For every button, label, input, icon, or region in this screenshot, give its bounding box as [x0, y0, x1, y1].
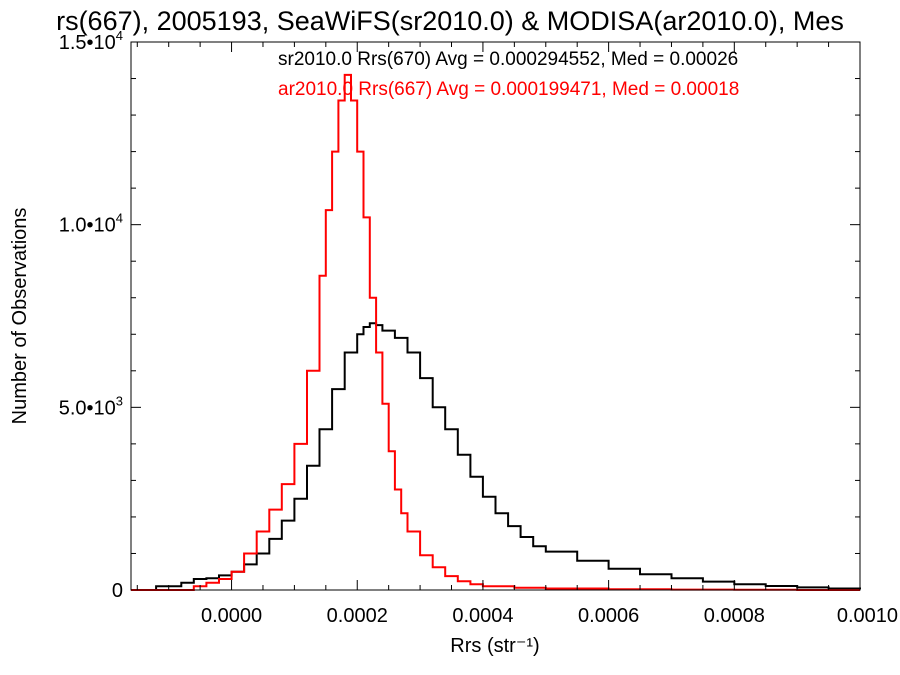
plot-frame	[130, 41, 861, 591]
chart-title: rs(667), 2005193, SeaWiFS(sr2010.0) & MO…	[56, 6, 844, 36]
x-tick-label: 0.0004	[452, 605, 513, 627]
y-tick-label: 5.0•103	[59, 393, 123, 419]
y-axis-ticks: 0 5.0•103 1.0•104 1.5•104	[59, 28, 860, 602]
x-axis-ticks: 0.0000 0.0002 0.0004 0.0006 0.0008 0.0010	[136, 42, 898, 627]
series-line-sr2010	[131, 322, 861, 591]
series-annotation-sr2010: sr2010.0 Rrs(670) Avg = 0.000294552, Med…	[278, 49, 738, 70]
x-tick-label: 0.0010	[837, 605, 898, 627]
x-tick-label: 0.0000	[201, 605, 262, 627]
y-tick-label: 1.5•104	[59, 28, 123, 54]
y-axis-label: Number of Observations	[9, 208, 31, 425]
x-axis-label: Rrs (str⁻¹)	[450, 635, 539, 657]
y-tick-label: 0	[112, 580, 123, 602]
x-tick-label: 0.0002	[327, 605, 388, 627]
series-annotation-ar2010: ar2010.0 Rrs(667) Avg = 0.000199471, Med…	[278, 79, 739, 100]
y-tick-label: 1.0•104	[59, 211, 123, 237]
x-tick-label: 0.0008	[704, 605, 765, 627]
series-layer	[131, 73, 861, 591]
x-tick-label: 0.0006	[578, 605, 639, 627]
